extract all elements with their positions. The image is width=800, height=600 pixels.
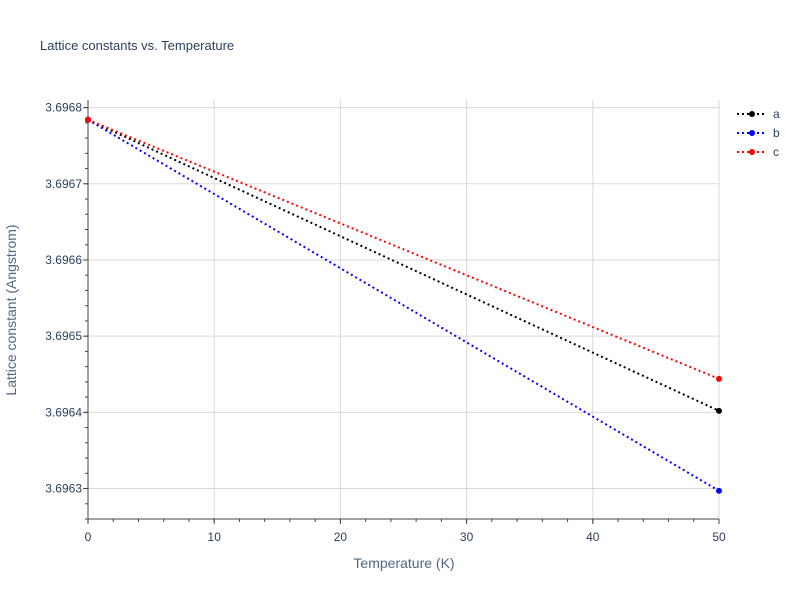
legend-label-c: c (773, 145, 779, 159)
data-point-c (85, 116, 91, 123)
data-point-a (716, 407, 722, 414)
series-lines (85, 116, 722, 494)
y-tick-label: 3.6966 (45, 253, 82, 267)
axes (87, 100, 719, 520)
y-tick-label: 3.6967 (45, 177, 82, 191)
grid-lines (88, 100, 720, 519)
x-tick-label: 10 (208, 530, 222, 544)
legend-marker-a (749, 111, 755, 117)
x-tick-label: 0 (85, 530, 92, 544)
legend-label-a: a (773, 107, 780, 121)
series-line-c (87, 118, 720, 380)
x-tick-label: 20 (334, 530, 348, 544)
x-tick-label: 30 (460, 530, 474, 544)
chart-title: Lattice constants vs. Temperature (40, 38, 234, 53)
series-line-a (87, 118, 720, 412)
x-tick-label: 40 (586, 530, 600, 544)
y-tick-label: 3.6964 (45, 405, 82, 419)
x-axis-ticks: 0 10 20 30 40 50 (85, 519, 726, 544)
legend-marker-c (749, 149, 755, 155)
series-line-b (87, 118, 720, 492)
x-axis-title: Temperature (K) (353, 555, 454, 571)
legend-marker-b (749, 130, 755, 136)
y-tick-label: 3.6963 (45, 482, 82, 496)
x-tick-label: 50 (712, 530, 726, 544)
legend: abc (737, 107, 780, 159)
y-axis-ticks: 3.6963 3.6964 3.6965 3.6966 3.6967 3.6968 (45, 101, 88, 520)
data-point-b (716, 487, 722, 494)
y-tick-label: 3.6968 (45, 101, 82, 115)
y-axis-title: Lattice constant (Angstrom) (3, 224, 19, 395)
y-tick-label: 3.6965 (45, 329, 82, 343)
data-point-c (716, 375, 722, 382)
legend-label-b: b (773, 126, 780, 140)
